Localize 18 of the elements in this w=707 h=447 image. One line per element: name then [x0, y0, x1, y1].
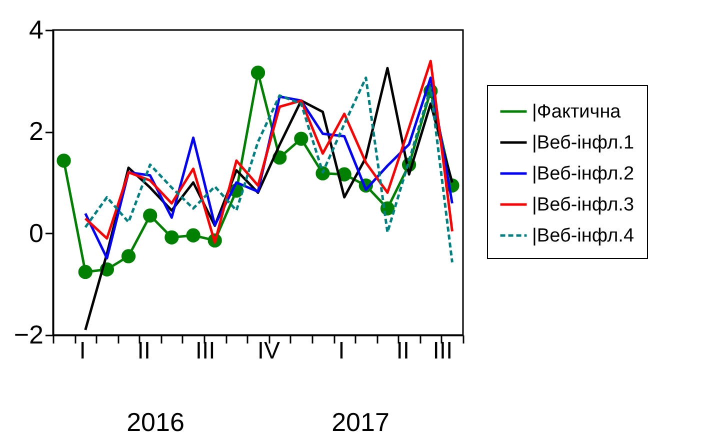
legend-label: |Веб-інфл.2 [532, 164, 634, 184]
legend-label: |Веб-інфл.3 [532, 194, 634, 216]
legend-label: |Фактична [532, 102, 622, 122]
x-tick-label: II [137, 338, 151, 364]
x-tick-label: IV [257, 338, 280, 364]
x-tick-label: III [432, 338, 453, 364]
x-tick-label: I [338, 338, 345, 364]
legend-label: |Веб-інфл.1 [532, 132, 634, 154]
legend-label: |Веб-інфл.4 [532, 226, 634, 246]
y-tick-label: 0 [29, 218, 44, 248]
x-tick-label: I [79, 338, 86, 364]
x-tick-label: III [195, 338, 216, 364]
text: 2017 [332, 407, 390, 437]
y-tick-label: −2 [14, 320, 44, 350]
y-tick-label: 4 [29, 14, 44, 44]
y-tick-label: 2 [29, 116, 44, 146]
text: 2016 [126, 407, 184, 437]
x-tick-label: II [396, 338, 410, 364]
